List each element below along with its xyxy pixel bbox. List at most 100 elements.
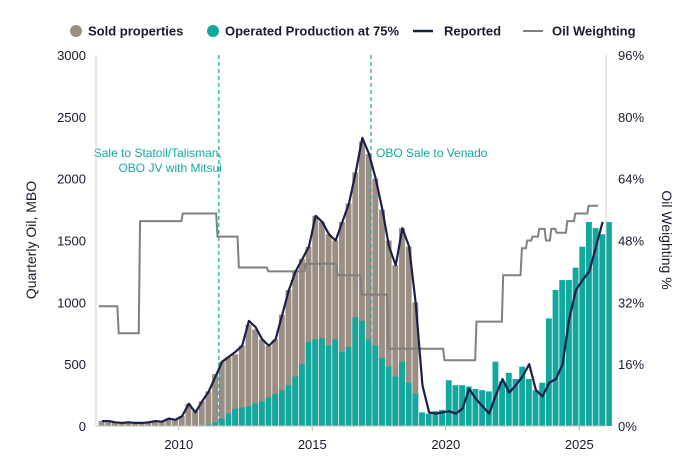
bar-sold-properties	[152, 421, 158, 426]
line-oil-weighting	[98, 204, 598, 362]
legend-label-operated: Operated Production at 75%	[225, 24, 400, 39]
bar-sold-properties	[158, 421, 165, 426]
bar-operated-production	[312, 339, 319, 426]
legend: Sold properties Operated Production at 7…	[70, 24, 636, 39]
bar-operated-production	[412, 393, 419, 426]
bar-sold-properties	[278, 314, 285, 426]
bar-sold-properties	[225, 356, 232, 426]
bar-sold-properties	[412, 302, 419, 426]
bar-operated-production	[298, 364, 305, 426]
bar-operated-production	[252, 403, 259, 426]
bar-sold-properties	[125, 422, 132, 426]
bar-operated-production	[379, 357, 385, 426]
bar-sold-properties	[105, 421, 112, 426]
bar-sold-properties	[172, 419, 178, 426]
bar-sold-properties	[312, 215, 319, 426]
bar-sold-properties	[118, 422, 125, 426]
bar-operated-production	[278, 390, 285, 426]
bar-operated-production	[519, 366, 526, 426]
bar-sold-properties	[352, 172, 359, 426]
bar-operated-production	[385, 366, 392, 426]
bar-sold-properties	[365, 153, 372, 426]
bar-operated-production	[232, 408, 239, 426]
bar-sold-properties	[405, 246, 412, 426]
bar-operated-production	[212, 422, 219, 426]
bar-operated-production	[325, 345, 332, 426]
x-tick-label: 2025	[565, 437, 594, 452]
bar-operated-production	[405, 382, 412, 426]
y-tick-label: 500	[64, 357, 86, 372]
bar-sold-properties	[132, 423, 138, 426]
bar-operated-production	[218, 418, 225, 426]
bar-operated-production	[265, 397, 272, 426]
bar-sold-properties	[305, 246, 312, 426]
bar-operated-production	[505, 372, 512, 426]
bar-operated-production	[552, 289, 559, 426]
y-tick-label: 3000	[57, 48, 86, 63]
y2-tick-label: 96%	[618, 48, 644, 63]
bar-sold-properties	[145, 422, 152, 426]
bar-sold-properties	[98, 421, 105, 426]
bar-operated-production	[592, 228, 599, 426]
bar-operated-production	[512, 379, 519, 426]
legend-item-sold: Sold properties	[70, 24, 183, 39]
bar-sold-properties	[265, 345, 272, 426]
bar-sold-properties	[298, 259, 305, 426]
axes-layer: 0 500 1000 1500 2000 2500 3000 0% 16% 32% 48% 64% 80…	[57, 48, 644, 452]
bar-operated-production	[606, 221, 612, 426]
y-tick-label: 2000	[57, 172, 86, 187]
bar-operated-production	[338, 351, 345, 426]
legend-swatch-operated	[207, 25, 219, 37]
bar-sold-properties	[318, 221, 325, 426]
legend-label-reported: Reported	[444, 24, 501, 39]
legend-item-weighting: Oil Weighting	[523, 24, 636, 39]
x-tick-label: 2020	[431, 437, 460, 452]
bar-sold-properties	[359, 141, 365, 426]
bar-operated-production	[359, 320, 365, 426]
bar-operated-production	[372, 345, 379, 426]
bar-sold-properties	[232, 354, 239, 426]
bar-operated-production	[425, 413, 432, 426]
bar-sold-properties	[205, 391, 212, 426]
legend-item-operated: Operated Production at 75%	[207, 24, 400, 39]
bar-operated-production	[472, 388, 479, 426]
y-tick-label: 1500	[57, 234, 86, 249]
bar-operated-production	[365, 339, 372, 426]
annotation-label: Sale to Statoil/Talisman,	[94, 146, 222, 160]
y-tick-label: 0	[79, 419, 86, 434]
bar-sold-properties	[252, 329, 259, 426]
bar-operated-production	[572, 267, 579, 426]
legend-item-reported: Reported	[413, 24, 501, 39]
bar-operated-production	[352, 317, 359, 426]
bar-operated-production	[559, 280, 566, 426]
legend-label-sold: Sold properties	[88, 24, 183, 39]
bar-sold-properties	[165, 418, 172, 426]
bar-operated-production	[545, 318, 552, 426]
bar-operated-production	[345, 346, 352, 426]
bar-operated-production	[459, 385, 466, 426]
bar-operated-production	[452, 385, 459, 426]
y2-tick-label: 16%	[618, 357, 644, 372]
bar-sold-properties	[245, 324, 252, 426]
bar-sold-properties	[292, 271, 299, 426]
y2-axis-title: Oil Weighting %	[659, 190, 675, 289]
bar-operated-production	[499, 381, 506, 426]
bar-sold-properties	[212, 374, 219, 426]
bar-operated-production	[525, 379, 532, 426]
line-reported	[102, 136, 604, 425]
bar-operated-production	[485, 391, 492, 426]
bar-operated-production	[439, 409, 445, 426]
bar-operated-production	[238, 407, 245, 426]
bar-sold-properties	[258, 339, 265, 426]
bar-operated-production	[419, 412, 425, 426]
y-axis-title: Quarterly Oil, MBO	[23, 181, 39, 299]
bar-operated-production	[539, 382, 546, 426]
y2-tick-label: 80%	[618, 110, 644, 125]
bars-layer	[98, 141, 612, 426]
bar-operated-production	[479, 390, 486, 426]
bar-sold-properties	[338, 221, 345, 426]
bar-sold-properties	[112, 422, 118, 426]
bar-operated-production	[399, 361, 405, 426]
bar-operated-production	[245, 406, 252, 426]
